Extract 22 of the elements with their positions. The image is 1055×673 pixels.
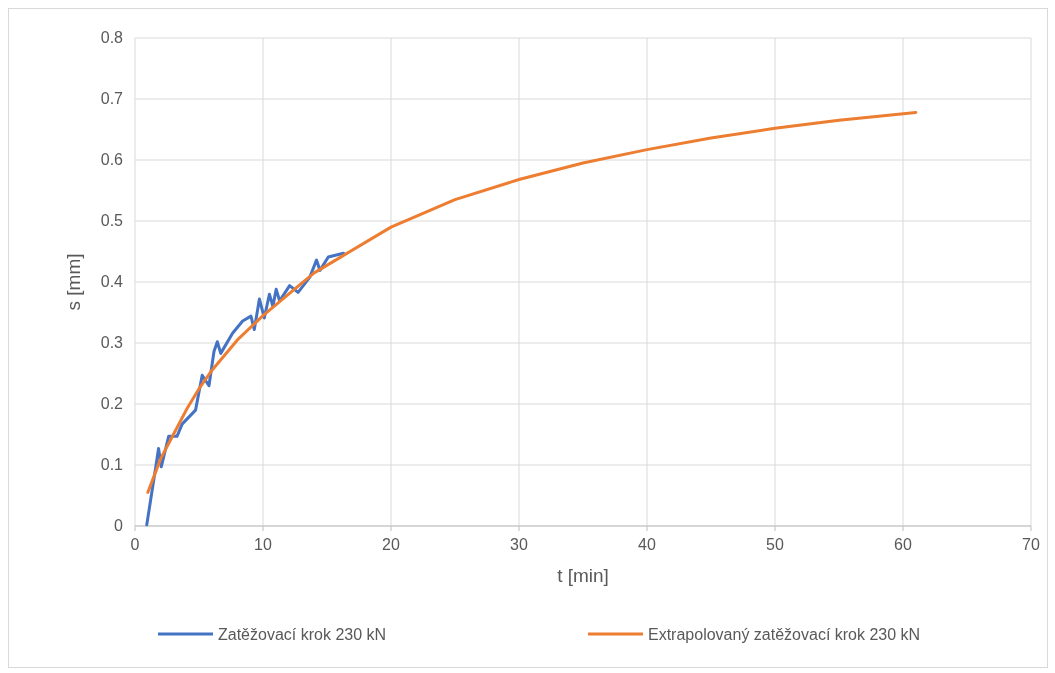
y-tick-label: 0.6: [100, 151, 124, 168]
x-tick-label: 50: [766, 536, 784, 553]
y-tick-label: 0: [114, 517, 124, 534]
x-tick-label: 20: [382, 536, 400, 553]
y-tick-label: 0.1: [100, 456, 124, 473]
legend-label: Extrapolovaný zatěžovací krok 230 kN: [648, 626, 921, 643]
x-tick-label: 30: [510, 536, 528, 553]
x-tick-label: 10: [254, 536, 272, 553]
x-tick-label: 60: [894, 536, 912, 553]
y-tick-label: 0.8: [100, 29, 124, 46]
y-tick-label: 0.4: [100, 273, 124, 290]
x-tick-label: 70: [1022, 536, 1040, 553]
legend-label: Zatěžovací krok 230 kN: [218, 626, 387, 643]
x-axis-title: t [min]: [557, 565, 609, 586]
y-tick-label: 0.7: [100, 90, 124, 107]
line-series: [146, 110, 918, 494]
y-tick-label: 0.2: [100, 395, 124, 412]
y-tick-label: 0.5: [100, 212, 124, 229]
x-tick-label: 40: [638, 536, 656, 553]
y-axis-title: s [mm]: [63, 253, 84, 311]
y-tick-label: 0.3: [100, 334, 124, 351]
x-tick-label: 0: [130, 536, 140, 553]
